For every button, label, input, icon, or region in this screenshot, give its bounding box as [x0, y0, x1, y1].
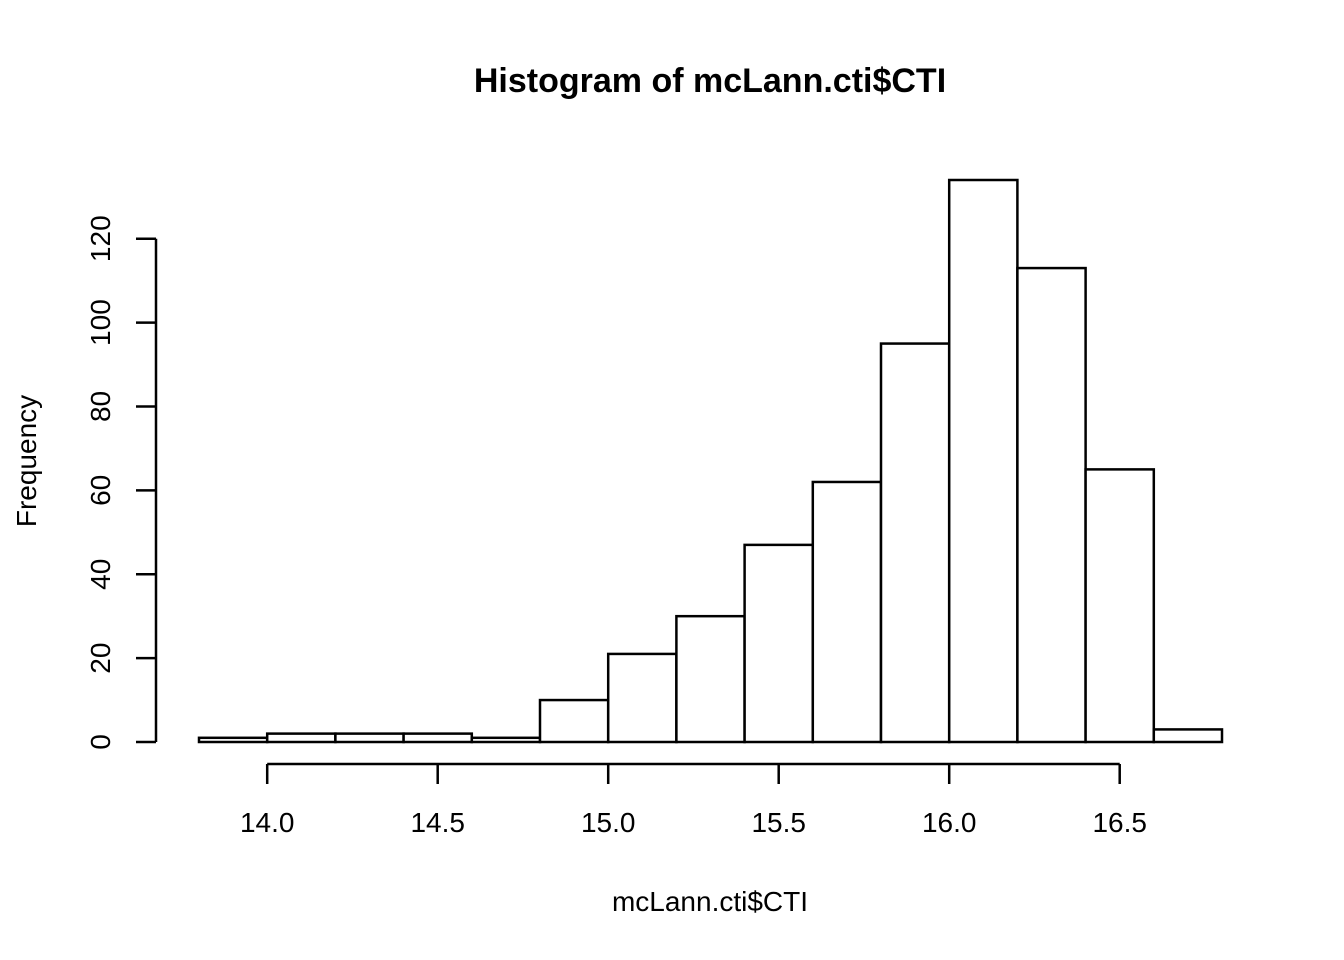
- histogram-bar: [1016, 266, 1087, 744]
- x-tick-label: 14.5: [410, 807, 465, 838]
- histogram-bar: [743, 543, 815, 744]
- histogram-bar: [811, 480, 883, 744]
- histogram-bar: [947, 178, 1019, 744]
- x-tick-label: 16.5: [1092, 807, 1147, 838]
- histogram-bar: [606, 652, 678, 744]
- x-axis-label: mcLann.cti$CTI: [612, 886, 808, 917]
- x-tick-label: 16.0: [922, 807, 977, 838]
- histogram-bar: [197, 736, 269, 744]
- histogram-bar: [334, 732, 405, 744]
- y-tick-label: 120: [85, 215, 116, 262]
- y-axis: 0 20 40 60 80 100 120: [85, 215, 158, 750]
- histogram-bar: [470, 736, 542, 744]
- y-tick-label: 80: [85, 391, 116, 422]
- x-tick-label: 14.0: [240, 807, 295, 838]
- y-tick-label: 60: [85, 475, 116, 506]
- y-tick-label: 0: [85, 734, 116, 750]
- histogram-bar: [265, 732, 337, 744]
- histogram-bar: [1152, 728, 1224, 744]
- y-tick-label: 40: [85, 559, 116, 590]
- x-tick-label: 15.5: [751, 807, 806, 838]
- y-tick-label: 100: [85, 299, 116, 346]
- x-axis: 14.0 14.5 15.0 15.5 16.0 16.5: [240, 762, 1147, 838]
- chart-title: Histogram of mcLann.cti$CTI: [474, 62, 946, 100]
- histogram-bar: [879, 342, 951, 744]
- y-axis-label: Frequency: [11, 395, 42, 527]
- histogram-bar: [1084, 468, 1156, 744]
- y-tick-label: 20: [85, 643, 116, 674]
- histogram-bar: [675, 614, 746, 744]
- histogram-bars: [197, 178, 1224, 744]
- histogram-bar: [538, 698, 610, 744]
- x-tick-label: 15.0: [581, 807, 636, 838]
- histogram-bar: [402, 732, 474, 744]
